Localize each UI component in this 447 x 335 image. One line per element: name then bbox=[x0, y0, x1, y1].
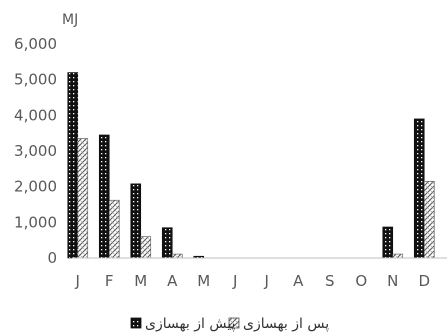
y-axis-ticks: 0 1,000 2,000 3,000 4,000 5,000 6,000 bbox=[14, 35, 57, 267]
bar-after bbox=[392, 253, 404, 259]
legend: پس از بهسازی پیش از بهسازی bbox=[130, 316, 329, 332]
bar-before bbox=[161, 227, 173, 259]
x-tick-label: J bbox=[264, 272, 269, 290]
x-tick-label: J bbox=[232, 272, 237, 290]
bar-before bbox=[67, 72, 79, 259]
x-tick-label: J bbox=[75, 272, 80, 290]
y-axis-unit-label: MJ bbox=[62, 12, 78, 28]
legend-swatch-after bbox=[228, 317, 240, 329]
bar-before bbox=[413, 118, 425, 259]
legend-label-before: پیش از بهسازی bbox=[145, 316, 235, 332]
x-tick-label: S bbox=[325, 272, 335, 290]
bar-after bbox=[423, 181, 435, 259]
x-tick-label: O bbox=[355, 272, 367, 290]
bar-before bbox=[130, 183, 142, 259]
x-tick-label: M bbox=[134, 272, 147, 290]
y-tick-label: 6,000 bbox=[14, 35, 57, 53]
bar-before bbox=[382, 226, 394, 259]
bar-after bbox=[171, 253, 183, 259]
y-tick-label: 0 bbox=[47, 249, 57, 267]
y-tick-label: 4,000 bbox=[14, 106, 57, 124]
bar-after bbox=[108, 199, 120, 259]
y-tick-label: 5,000 bbox=[14, 71, 57, 89]
y-tick-label: 3,000 bbox=[14, 142, 57, 160]
legend-label-after: پس از بهسازی bbox=[243, 316, 329, 332]
x-tick-label: D bbox=[418, 272, 430, 290]
x-tick-label: M bbox=[197, 272, 210, 290]
bar-after bbox=[140, 236, 152, 259]
x-tick-label: A bbox=[293, 272, 304, 290]
x-tick-label: F bbox=[105, 272, 114, 290]
bar-before bbox=[98, 134, 110, 259]
bar-after bbox=[77, 138, 89, 259]
bars-group bbox=[67, 72, 435, 259]
x-tick-label: N bbox=[387, 272, 398, 290]
y-tick-label: 1,000 bbox=[14, 213, 57, 231]
y-tick-label: 2,000 bbox=[14, 178, 57, 196]
x-tick-label: A bbox=[167, 272, 178, 290]
legend-swatch-before bbox=[130, 317, 142, 329]
